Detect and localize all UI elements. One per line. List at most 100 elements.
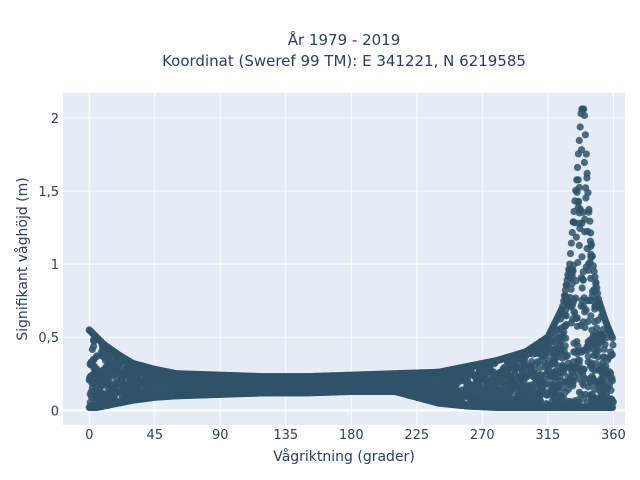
data-point: [528, 372, 537, 380]
data-point: [92, 353, 101, 361]
data-point: [172, 382, 180, 390]
data-point: [528, 381, 536, 389]
data-point: [578, 253, 586, 261]
data-point: [597, 333, 605, 342]
data-point: [567, 285, 575, 293]
data-point: [560, 292, 569, 300]
y-tick-label: 1: [51, 258, 59, 273]
data-point: [608, 334, 617, 342]
data-point: [405, 381, 413, 390]
data-point: [575, 241, 583, 250]
data-point: [561, 388, 569, 396]
y-axis-ticks: 0 0,5 1 1,5 2: [38, 112, 59, 420]
data-point: [573, 338, 581, 346]
data-point: [557, 377, 565, 385]
data-point: [116, 369, 124, 378]
data-point: [565, 265, 573, 273]
data-point: [483, 387, 491, 395]
data-point: [258, 381, 266, 389]
data-point: [575, 136, 583, 145]
data-point: [474, 374, 482, 382]
data-point: [148, 387, 156, 395]
data-point: [604, 371, 613, 379]
data-point: [535, 358, 544, 366]
data-point: [551, 385, 560, 393]
data-point: [573, 176, 581, 184]
data-point: [578, 284, 586, 292]
data-point: [537, 371, 545, 379]
data-point: [88, 379, 96, 387]
data-point: [128, 382, 136, 390]
data-point: [600, 387, 608, 395]
data-point: [492, 382, 500, 391]
data-point: [603, 356, 612, 364]
data-point: [581, 308, 589, 316]
data-point: [528, 394, 537, 402]
data-point: [567, 374, 575, 382]
x-tick-label: 315: [535, 428, 560, 443]
data-point: [566, 260, 574, 268]
data-point: [599, 376, 607, 384]
data-point: [216, 382, 224, 390]
chart-subtitle: Koordinat (Sweref 99 TM): E 341221, N 62…: [162, 52, 526, 70]
data-point: [463, 384, 471, 393]
data-point: [571, 197, 579, 205]
data-point: [576, 123, 584, 131]
data-point: [470, 396, 478, 404]
data-point: [538, 378, 546, 386]
data-point: [570, 207, 578, 216]
data-point: [587, 229, 595, 237]
x-tick-label: 0: [85, 428, 93, 443]
x-tick-label: 90: [212, 428, 229, 443]
data-point: [510, 384, 518, 392]
data-point: [519, 377, 528, 385]
data-point: [417, 375, 425, 383]
data-point: [591, 318, 599, 326]
data-point: [427, 381, 435, 389]
data-point: [594, 289, 602, 297]
data-point: [91, 394, 99, 402]
data-point: [594, 341, 602, 349]
data-point: [584, 338, 592, 346]
data-point: [468, 389, 476, 397]
data-point: [584, 344, 592, 352]
data-point: [553, 344, 561, 353]
data-point: [391, 378, 399, 386]
data-point: [587, 241, 596, 249]
data-point: [535, 364, 544, 372]
data-point: [196, 378, 204, 386]
data-point: [591, 336, 599, 344]
data-point: [572, 277, 580, 285]
data-point: [541, 352, 549, 360]
data-point: [243, 379, 251, 387]
data-point: [573, 314, 581, 322]
data-point: [568, 228, 576, 237]
data-point: [574, 258, 582, 267]
x-tick-label: 135: [273, 428, 298, 443]
data-point: [579, 302, 588, 310]
data-point: [591, 366, 599, 374]
data-point: [100, 394, 108, 403]
data-point: [592, 347, 600, 355]
data-point: [126, 366, 134, 375]
data-point: [407, 376, 415, 384]
x-tick-label: 180: [339, 428, 364, 443]
data-point: [515, 372, 523, 380]
data-point: [188, 380, 196, 388]
data-point: [539, 386, 547, 394]
data-point: [147, 377, 155, 385]
data-point: [552, 373, 560, 381]
data-point: [570, 348, 578, 356]
data-point: [341, 380, 349, 388]
data-point: [593, 284, 601, 292]
x-tick-label: 270: [470, 428, 495, 443]
data-point: [436, 381, 444, 389]
data-point: [119, 381, 127, 389]
data-point: [90, 365, 98, 373]
data-point: [580, 158, 589, 167]
data-point: [592, 278, 600, 286]
data-point: [486, 364, 494, 372]
data-point: [496, 368, 504, 376]
data-point: [426, 390, 434, 398]
